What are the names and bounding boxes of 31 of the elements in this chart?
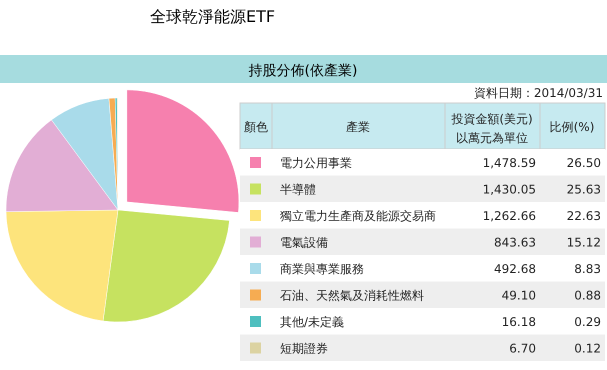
data-label: 6.70 <box>509 342 536 356</box>
legend-label: 電氣設備 <box>280 236 328 250</box>
text: 比例(%) <box>550 120 594 134</box>
legend-label: 商業與專業服務 <box>280 262 364 276</box>
data-label: 1,478.59 <box>482 156 536 170</box>
data-label: 0.29 <box>574 315 601 329</box>
text: 投資金額(美元)以萬元為單位 <box>450 112 533 145</box>
chart-title: 全球乾淨能源ETF <box>150 7 276 26</box>
data-label: 25.63 <box>566 182 601 196</box>
data-label: 0.12 <box>574 342 601 356</box>
text: 資料日期：2014/03/31 <box>474 86 603 100</box>
data-label: 26.50 <box>566 156 601 170</box>
legend-label: 獨立電力生產商及能源交易商 <box>280 209 436 223</box>
legend-title: 產業 <box>346 120 370 134</box>
data-label: 15.12 <box>566 236 601 250</box>
data-label: 22.63 <box>566 209 601 223</box>
data-label: 49.10 <box>502 288 536 302</box>
data-label: 8.83 <box>574 262 601 276</box>
legend-label: 電力公用事業 <box>280 156 352 170</box>
data-label: 1,262.66 <box>482 209 536 223</box>
legend-label: 其他/未定義 <box>280 315 344 329</box>
data-label: 16.18 <box>502 315 536 329</box>
text: 顏色 <box>244 120 268 134</box>
data-label: 492.68 <box>494 262 536 276</box>
data-label: 843.63 <box>494 236 536 250</box>
legend-label: 半導體 <box>280 182 316 196</box>
chart-subtitle: 持股分佈(依產業) <box>248 63 358 79</box>
legend-label: 短期證券 <box>280 342 328 356</box>
data-label: 1,430.05 <box>482 182 536 196</box>
data-label: 0.88 <box>574 288 601 302</box>
legend-label: 石油、天然氣及消耗性燃料 <box>280 288 424 302</box>
